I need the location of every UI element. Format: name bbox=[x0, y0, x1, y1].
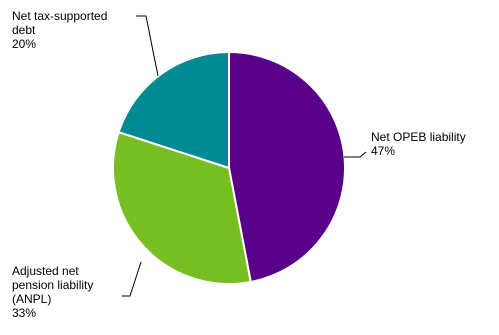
label-anpl-percent: 33% bbox=[12, 306, 37, 320]
leader-line-opeb bbox=[344, 151, 367, 158]
leader-lines bbox=[122, 15, 367, 297]
label-adjusted-net-pension-liability: Adjusted net pension liability (ANPL) 33… bbox=[12, 264, 93, 320]
label-opeb-percent: 47% bbox=[371, 144, 396, 158]
leader-line-debt bbox=[136, 15, 159, 77]
slice-net-tax-supported-debt bbox=[117, 51, 230, 169]
label-debt-line-1: Net tax-supported bbox=[12, 9, 108, 23]
pie-slices bbox=[112, 51, 347, 285]
label-anpl-line-2: pension liability bbox=[12, 278, 94, 292]
label-opeb-line-1: Net OPEB liability bbox=[371, 130, 466, 144]
label-debt-line-2: debt bbox=[12, 23, 36, 37]
slice-adjusted-net-pension-liability bbox=[112, 131, 252, 285]
label-debt-percent: 20% bbox=[12, 37, 37, 51]
label-anpl-line-3: (ANPL) bbox=[12, 292, 52, 306]
label-net-tax-supported-debt: Net tax-supported debt 20% bbox=[12, 9, 107, 51]
leader-line-anpl bbox=[122, 261, 142, 297]
label-net-opeb-liability: Net OPEB liability 47% bbox=[371, 130, 466, 158]
slice-net-opeb-liability bbox=[228, 51, 347, 283]
label-anpl-line-1: Adjusted net bbox=[12, 264, 79, 278]
